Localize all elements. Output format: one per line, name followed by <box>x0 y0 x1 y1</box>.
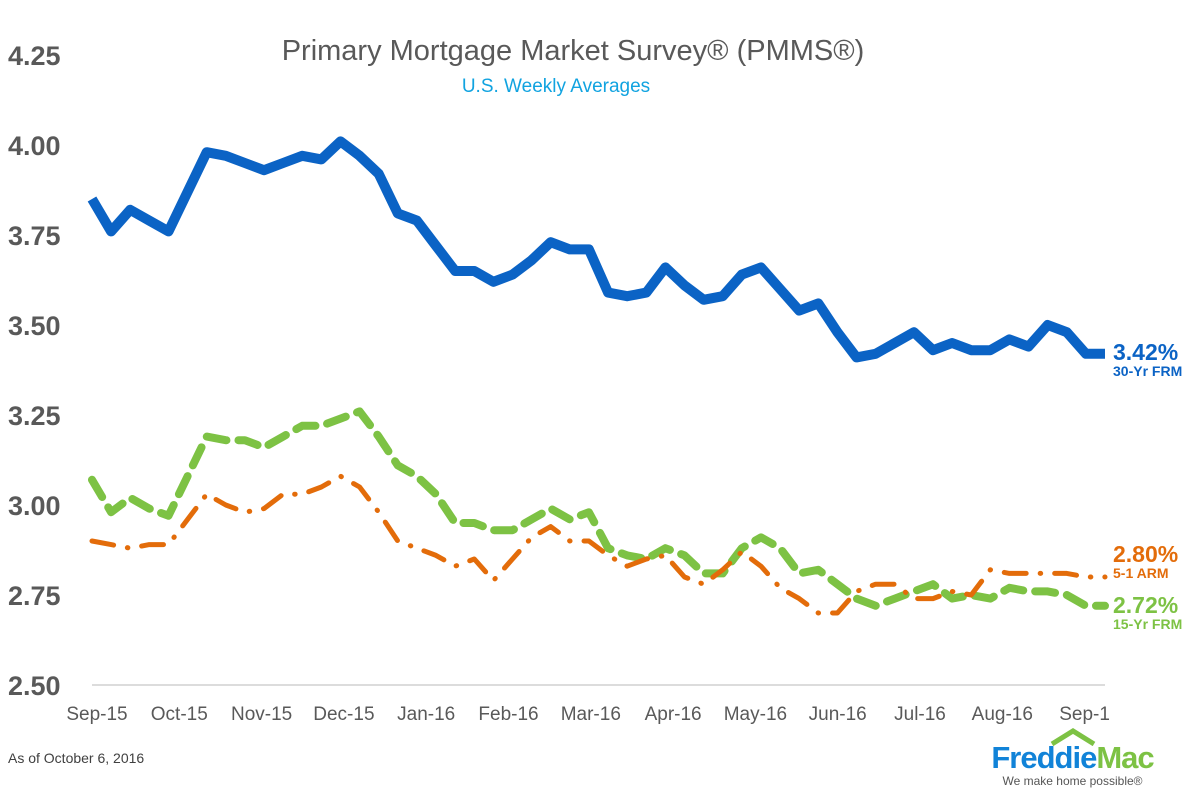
y-tick-label: 4.25 <box>8 41 61 71</box>
x-tick-label: Dec-15 <box>313 704 374 725</box>
y-tick-label: 3.50 <box>8 311 61 341</box>
y-tick-label: 4.00 <box>8 131 61 161</box>
series-line-15-yr-frm <box>88 407 1109 610</box>
x-tick-label: Feb-16 <box>478 704 538 725</box>
logo-word-mac: Mac <box>1096 740 1154 775</box>
logo-tagline: We make home possible® <box>1002 774 1143 788</box>
x-tick-label: May-16 <box>724 704 787 725</box>
x-tick-label: Sep-1 <box>1059 704 1110 725</box>
series-line-30-yr-frm <box>87 136 1105 363</box>
x-tick-label: Aug-16 <box>972 704 1033 725</box>
x-tick-label: Oct-15 <box>151 704 208 725</box>
end-value-15-yr-frm: 2.72% <box>1113 592 1178 618</box>
end-value-30-yr-frm: 3.42% <box>1113 339 1178 365</box>
chart-subtitle: U.S. Weekly Averages <box>462 76 650 97</box>
series-line-5-1-arm <box>89 473 1108 616</box>
x-tick-label: Jul-16 <box>894 704 946 725</box>
x-tick-label: Nov-15 <box>231 704 292 725</box>
x-tick-label: Jan-16 <box>397 704 455 725</box>
y-tick-label: 3.00 <box>8 491 61 521</box>
y-tick-label: 3.75 <box>8 221 61 251</box>
x-tick-label: Sep-15 <box>66 704 127 725</box>
logo-word-freddie: Freddie <box>991 740 1097 775</box>
series-label-30-yr-frm: 30-Yr FRM <box>1113 363 1182 379</box>
end-value-5-1-arm: 2.80% <box>1113 541 1178 567</box>
y-tick-label: 2.50 <box>8 671 61 701</box>
x-tick-label: Jun-16 <box>809 704 867 725</box>
series-label-5-1-arm: 5-1 ARM <box>1113 565 1169 581</box>
x-tick-label: Apr-16 <box>645 704 702 725</box>
house-roof-icon <box>1050 728 1095 746</box>
y-tick-label: 2.75 <box>8 581 61 611</box>
chart-title: Primary Mortgage Market Survey® (PMMS®) <box>282 35 865 67</box>
x-tick-label: Mar-16 <box>561 704 621 725</box>
as-of-date: As of October 6, 2016 <box>8 750 145 766</box>
series-label-15-yr-frm: 15-Yr FRM <box>1113 616 1182 632</box>
freddie-mac-logo: FreddieMac We make home possible® <box>985 728 1160 788</box>
y-tick-label: 3.25 <box>8 401 61 431</box>
